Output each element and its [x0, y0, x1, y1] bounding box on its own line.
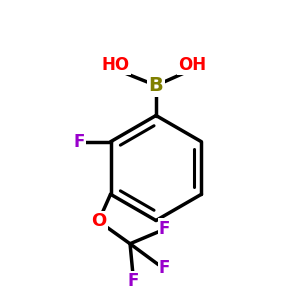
- Text: F: F: [159, 220, 170, 238]
- Text: F: F: [73, 133, 85, 151]
- Text: F: F: [159, 259, 170, 277]
- Text: F: F: [127, 272, 139, 290]
- Text: OH: OH: [178, 56, 206, 74]
- Text: O: O: [91, 212, 106, 230]
- Text: HO: HO: [101, 56, 130, 74]
- Text: B: B: [148, 76, 164, 95]
